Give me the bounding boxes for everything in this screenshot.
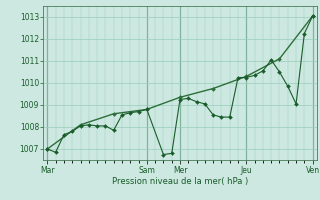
X-axis label: Pression niveau de la mer( hPa ): Pression niveau de la mer( hPa )	[112, 177, 248, 186]
